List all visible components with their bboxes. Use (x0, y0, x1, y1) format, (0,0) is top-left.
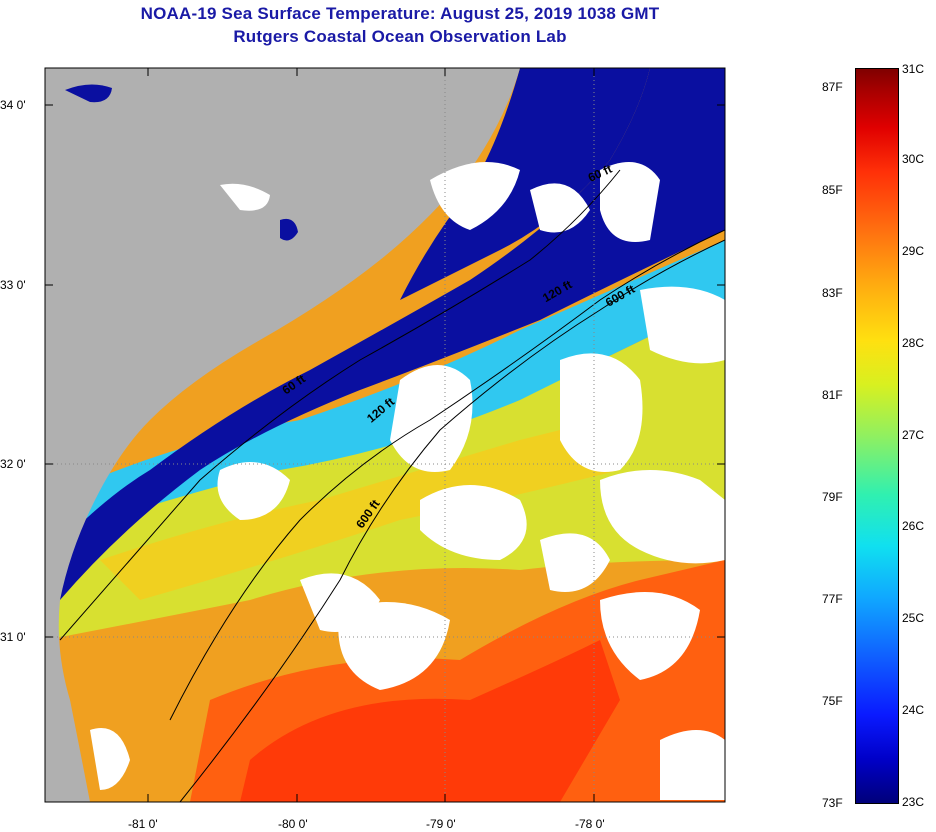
colorbar-f-label: 83F (822, 286, 843, 300)
lake (280, 218, 298, 241)
cloud-patch (220, 183, 270, 211)
colorbar-f-label: 73F (822, 796, 843, 810)
colorbar-f-label: 77F (822, 592, 843, 606)
lon-label: -79 0' (426, 817, 456, 831)
ocean-cold (45, 68, 725, 620)
colorbar-c-label: 28C (902, 336, 925, 350)
map-frame (44, 67, 726, 803)
axis-ticks (45, 68, 725, 802)
ocean-mid-yellow (100, 420, 620, 600)
colorbar-c-label: 24C (902, 703, 925, 717)
lat-label: 33 0' (0, 278, 26, 292)
colorbar-f-label: 75F (822, 694, 843, 708)
colorbar-c-label: 29C (902, 244, 925, 258)
lon-label: -78 0' (575, 817, 605, 831)
graticule (45, 68, 725, 802)
colorbar-f-label: 87F (822, 80, 843, 94)
cloud-cover (90, 162, 725, 800)
colorbar-c-label: 23C (902, 795, 925, 809)
lon-label: -80 0' (278, 817, 308, 831)
lat-label: 32 0' (0, 457, 26, 471)
isobath-600ft (179, 239, 725, 802)
colorbar-c-label: 30C (902, 152, 925, 166)
land-mass (45, 68, 520, 802)
map-title: NOAA-19 Sea Surface Temperature: August … (140, 4, 660, 23)
colorbar-f-label: 81F (822, 388, 843, 402)
map-subtitle: Rutgers Coastal Ocean Observation Lab (233, 27, 567, 46)
colorbar-f-label: 79F (822, 490, 843, 504)
isobath-60ft (59, 169, 621, 641)
isobath-120ft (169, 229, 725, 721)
lake (65, 84, 112, 103)
colorbar-f-label: 85F (822, 183, 843, 197)
colorbar-c-label: 26C (902, 519, 925, 533)
lat-label: 34 0' (0, 98, 26, 112)
colorbar (855, 68, 899, 804)
colorbar-c-label: 27C (902, 428, 925, 442)
colorbar-c-label: 25C (902, 611, 925, 625)
ocean-cold-north (400, 68, 650, 300)
lat-label: 31 0' (0, 630, 26, 644)
lon-label: -81 0' (128, 817, 158, 831)
ocean-hottest (240, 640, 620, 802)
ocean-cool (45, 240, 725, 540)
colorbar-c-label: 31C (902, 62, 925, 76)
